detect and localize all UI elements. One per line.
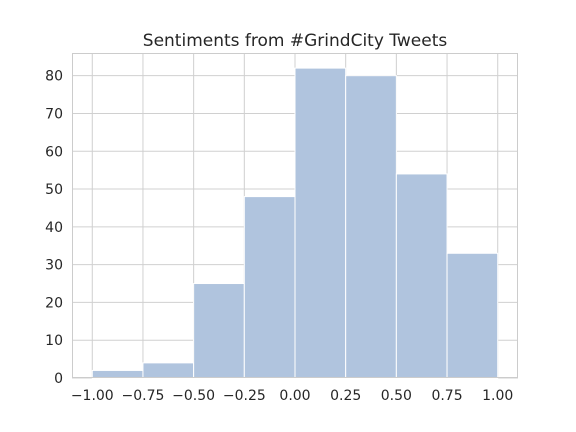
histogram-bar <box>345 75 397 379</box>
x-tick-label: −1.00 <box>71 388 114 404</box>
x-tick-label: 1.00 <box>482 388 513 404</box>
y-tick-label: 60 <box>45 144 63 160</box>
x-tick-label: −0.75 <box>122 388 165 404</box>
y-tick-label: 40 <box>45 220 63 236</box>
bars <box>91 67 499 379</box>
x-tick-label: −0.50 <box>172 388 215 404</box>
x-axis-ticks: −1.00 −0.75 −0.50 −0.25 0.00 0.25 0.50 0.75 1.00 <box>71 388 513 404</box>
histogram-bar <box>91 369 144 379</box>
histogram-bar <box>294 67 347 379</box>
y-tick-label: 30 <box>45 258 63 274</box>
y-tick-label: 10 <box>45 333 63 349</box>
x-tick-label: 0.25 <box>330 388 361 404</box>
y-tick-label: 20 <box>45 295 63 311</box>
histogram-bar <box>193 283 245 379</box>
x-tick-label: −0.25 <box>223 388 266 404</box>
histogram-bar <box>243 196 296 379</box>
x-tick-label: 0.00 <box>279 388 310 404</box>
histogram-bar <box>395 173 448 379</box>
y-tick-label: 80 <box>45 69 63 85</box>
x-tick-label: 0.50 <box>381 388 412 404</box>
plot-frame <box>72 53 518 378</box>
y-axis-ticks: 0 10 20 30 40 50 60 70 80 <box>45 69 63 387</box>
y-tick-label: 50 <box>45 182 63 198</box>
chart-title: Sentiments from #GrindCity Tweets <box>143 31 448 51</box>
y-tick-label: 0 <box>54 371 63 387</box>
y-tick-label: 70 <box>45 106 63 122</box>
histogram-bar <box>142 362 195 379</box>
histogram-bar <box>446 252 499 379</box>
x-tick-label: 0.75 <box>431 388 462 404</box>
